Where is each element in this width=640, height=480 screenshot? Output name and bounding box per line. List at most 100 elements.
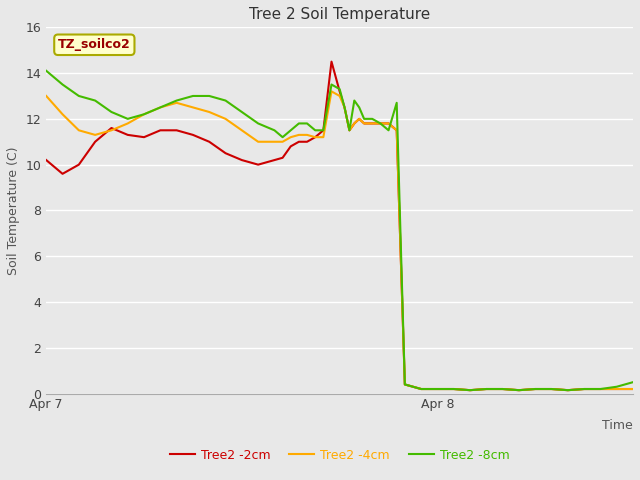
Tree2 -4cm <box>613 386 621 392</box>
Tree2 -4cm <box>483 386 490 392</box>
Tree2 -8cm <box>564 387 572 393</box>
Text: TZ_soilco2: TZ_soilco2 <box>58 38 131 51</box>
Tree2 -2cm <box>157 127 164 133</box>
Tree2 -2cm <box>287 144 294 149</box>
Tree2 -2cm <box>417 386 425 392</box>
Tree2 -2cm <box>75 162 83 168</box>
Tree2 -2cm <box>355 116 363 122</box>
Tree2 -8cm <box>221 97 229 103</box>
Tree2 -8cm <box>409 384 417 390</box>
Tree2 -8cm <box>393 100 401 106</box>
Tree2 -8cm <box>417 386 425 392</box>
Tree2 -8cm <box>319 127 327 133</box>
Tree2 -2cm <box>369 120 376 126</box>
Tree2 -2cm <box>303 139 311 144</box>
Tree2 -4cm <box>385 120 392 126</box>
Tree2 -4cm <box>499 386 506 392</box>
Tree2 -2cm <box>548 386 556 392</box>
Tree2 -2cm <box>279 155 287 161</box>
Legend: Tree2 -2cm, Tree2 -4cm, Tree2 -8cm: Tree2 -2cm, Tree2 -4cm, Tree2 -8cm <box>164 444 515 467</box>
Tree2 -8cm <box>124 116 132 122</box>
Tree2 -4cm <box>140 111 148 117</box>
Tree2 -4cm <box>409 384 417 390</box>
Tree2 -8cm <box>434 386 442 392</box>
Tree2 -4cm <box>42 93 50 99</box>
Tree2 -8cm <box>385 127 392 133</box>
Tree2 -2cm <box>580 386 588 392</box>
Tree2 -2cm <box>311 134 319 140</box>
Tree2 -4cm <box>238 127 246 133</box>
Tree2 -4cm <box>205 109 213 115</box>
Tree2 -4cm <box>340 105 348 110</box>
Tree2 -8cm <box>311 127 319 133</box>
Tree2 -4cm <box>319 134 327 140</box>
Tree2 -2cm <box>319 127 327 133</box>
Tree2 -4cm <box>360 120 368 126</box>
Tree2 -4cm <box>393 127 401 133</box>
Tree2 -2cm <box>328 59 335 64</box>
Tree2 -8cm <box>173 97 180 103</box>
Tree2 -8cm <box>360 116 368 122</box>
Tree2 -2cm <box>613 386 621 392</box>
Tree2 -8cm <box>613 384 621 390</box>
Tree2 -2cm <box>450 386 458 392</box>
Tree2 -4cm <box>629 386 637 392</box>
Tree2 -8cm <box>515 387 523 393</box>
Tree2 -2cm <box>189 132 196 138</box>
Tree2 -8cm <box>531 386 539 392</box>
Tree2 -4cm <box>59 111 67 117</box>
Tree2 -4cm <box>548 386 556 392</box>
Tree2 -4cm <box>450 386 458 392</box>
Tree2 -2cm <box>401 382 409 387</box>
Tree2 -8cm <box>466 387 474 393</box>
Tree2 -2cm <box>515 387 523 393</box>
Y-axis label: Soil Temperature (C): Soil Temperature (C) <box>7 146 20 275</box>
Tree2 -4cm <box>189 105 196 110</box>
Title: Tree 2 Soil Temperature: Tree 2 Soil Temperature <box>249 7 430 22</box>
Tree2 -4cm <box>254 139 262 144</box>
Tree2 -8cm <box>254 120 262 126</box>
Text: Time: Time <box>602 419 633 432</box>
Tree2 -8cm <box>140 111 148 117</box>
Tree2 -2cm <box>205 139 213 144</box>
Tree2 -8cm <box>401 382 409 387</box>
Tree2 -4cm <box>279 139 287 144</box>
Tree2 -8cm <box>59 82 67 87</box>
Tree2 -2cm <box>360 120 368 126</box>
Tree2 -4cm <box>271 139 278 144</box>
Tree2 -2cm <box>385 120 392 126</box>
Tree2 -4cm <box>346 127 353 133</box>
Line: Tree2 -2cm: Tree2 -2cm <box>46 61 633 390</box>
Tree2 -2cm <box>376 120 384 126</box>
Line: Tree2 -4cm: Tree2 -4cm <box>46 91 633 390</box>
Tree2 -2cm <box>254 162 262 168</box>
Tree2 -4cm <box>173 100 180 106</box>
Tree2 -4cm <box>221 116 229 122</box>
Tree2 -2cm <box>466 387 474 393</box>
Tree2 -4cm <box>328 88 335 94</box>
Tree2 -8cm <box>238 109 246 115</box>
Tree2 -8cm <box>580 386 588 392</box>
Tree2 -4cm <box>580 386 588 392</box>
Tree2 -4cm <box>303 132 311 138</box>
Tree2 -2cm <box>271 157 278 163</box>
Tree2 -2cm <box>499 386 506 392</box>
Tree2 -4cm <box>434 386 442 392</box>
Tree2 -2cm <box>140 134 148 140</box>
Tree2 -4cm <box>596 386 604 392</box>
Tree2 -4cm <box>75 127 83 133</box>
Tree2 -4cm <box>515 387 523 393</box>
Tree2 -4cm <box>531 386 539 392</box>
Tree2 -8cm <box>108 109 115 115</box>
Tree2 -2cm <box>124 132 132 138</box>
Tree2 -4cm <box>295 132 303 138</box>
Tree2 -4cm <box>401 382 409 387</box>
Tree2 -2cm <box>336 88 344 94</box>
Tree2 -4cm <box>287 134 294 140</box>
Tree2 -2cm <box>340 105 348 110</box>
Tree2 -2cm <box>409 384 417 390</box>
Tree2 -2cm <box>531 386 539 392</box>
Tree2 -4cm <box>351 120 358 126</box>
Tree2 -8cm <box>279 134 287 140</box>
Tree2 -8cm <box>75 93 83 99</box>
